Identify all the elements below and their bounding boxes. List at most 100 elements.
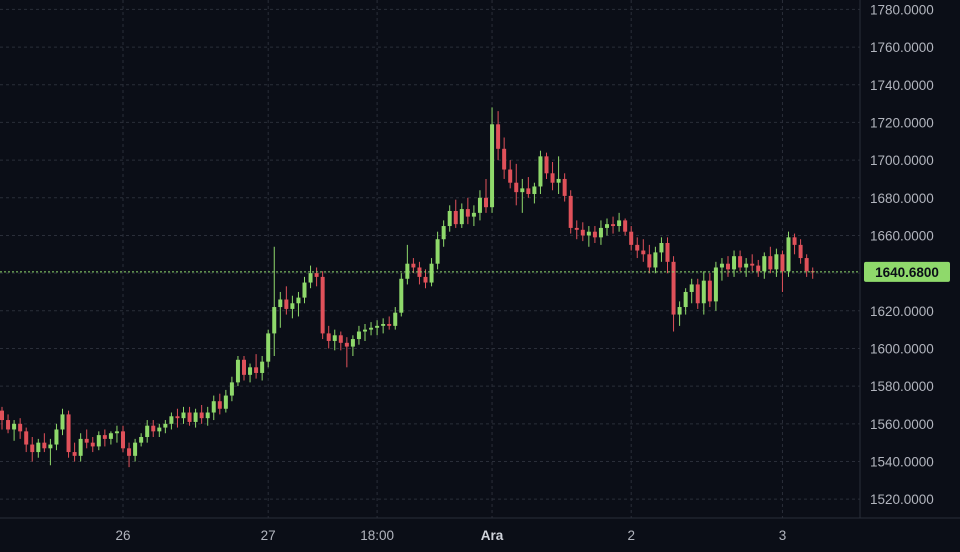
candle	[151, 420, 156, 438]
candle-body	[344, 342, 349, 347]
candle	[780, 250, 785, 292]
candle	[36, 438, 41, 458]
candle	[114, 425, 119, 443]
candle-body	[707, 280, 712, 302]
candle	[538, 150, 543, 195]
candle-body	[726, 263, 730, 270]
candle-body	[0, 410, 4, 421]
candle	[356, 325, 361, 345]
candle-body	[356, 331, 361, 340]
y-tick-label: 1740.0000	[870, 78, 934, 93]
candle	[550, 161, 555, 191]
candle-body	[84, 438, 89, 443]
candle	[417, 261, 422, 285]
candle	[272, 246, 277, 357]
candle	[84, 429, 89, 449]
candle	[423, 269, 428, 289]
candle-body	[338, 335, 343, 343]
y-tick-label: 1560.0000	[870, 417, 934, 432]
price-axis[interactable]: 1520.0000 1540.0000 1560.0000 1580.0000 1600…	[870, 2, 934, 507]
candle-body	[441, 226, 446, 240]
candle-body	[592, 231, 597, 238]
candle-body	[532, 186, 537, 195]
candle	[193, 408, 198, 428]
candle	[108, 431, 113, 445]
candle-body	[477, 197, 482, 213]
candle	[48, 438, 53, 466]
candle	[211, 395, 216, 421]
candle	[768, 246, 773, 274]
candle	[629, 226, 634, 251]
candle	[205, 406, 210, 426]
time-axis[interactable]: 26 27 18:00 Ara 2 3	[115, 528, 786, 543]
y-tick-label: 1620.0000	[870, 304, 934, 319]
x-tick-label: 2	[627, 528, 635, 543]
candle-body	[12, 423, 17, 430]
candle-body	[629, 231, 634, 245]
candle-body	[665, 242, 670, 262]
candle-body	[139, 437, 144, 443]
candle-body	[659, 242, 664, 253]
candle	[683, 288, 688, 315]
candle-body	[689, 284, 694, 292]
candle	[429, 258, 434, 287]
candle	[350, 335, 355, 357]
x-tick-label: 3	[779, 528, 787, 543]
candle	[605, 218, 609, 236]
candle-body	[514, 182, 519, 193]
candle-body	[611, 224, 616, 227]
candle	[405, 244, 410, 285]
candle	[229, 376, 234, 402]
candle	[526, 177, 531, 198]
candle	[181, 406, 186, 424]
candle	[792, 233, 797, 255]
candle	[756, 259, 761, 277]
candle	[707, 273, 712, 308]
candle	[133, 438, 138, 462]
candle-body	[326, 333, 331, 341]
y-tick-label: 1660.0000	[870, 228, 934, 243]
candle-body	[272, 307, 277, 334]
candle	[659, 237, 664, 262]
candle-body	[732, 256, 737, 270]
candle	[574, 220, 579, 240]
candle-body	[163, 423, 168, 428]
candle	[671, 256, 676, 332]
candle	[344, 337, 349, 368]
candle	[568, 190, 573, 234]
candle	[465, 197, 470, 225]
y-tick-label: 1720.0000	[870, 115, 934, 130]
y-tick-label: 1680.0000	[870, 191, 934, 206]
candle	[399, 273, 404, 317]
candle	[175, 408, 180, 428]
candle	[369, 322, 374, 336]
candle	[381, 318, 386, 334]
candle	[187, 406, 192, 426]
candle	[248, 363, 253, 383]
candle	[127, 442, 132, 468]
candles-layer	[0, 107, 815, 468]
candle-body	[471, 212, 476, 217]
candle-body	[671, 261, 676, 315]
candle-body	[36, 442, 41, 453]
candle	[54, 423, 59, 451]
candle	[477, 190, 482, 221]
candle-body	[42, 442, 47, 449]
candle-body	[756, 265, 761, 272]
candle-body	[750, 263, 755, 266]
candle-body	[556, 178, 561, 183]
candle	[617, 212, 622, 232]
y-tick-label: 1780.0000	[870, 2, 934, 17]
candle-body	[683, 291, 688, 308]
candle	[441, 220, 446, 247]
candle	[520, 178, 525, 213]
candle	[90, 437, 95, 453]
candle	[447, 205, 452, 232]
candle	[121, 425, 125, 453]
candle-body	[260, 361, 265, 373]
candle-body	[804, 258, 809, 272]
candle-body	[133, 442, 138, 456]
candle	[732, 250, 737, 277]
candle	[544, 152, 549, 179]
